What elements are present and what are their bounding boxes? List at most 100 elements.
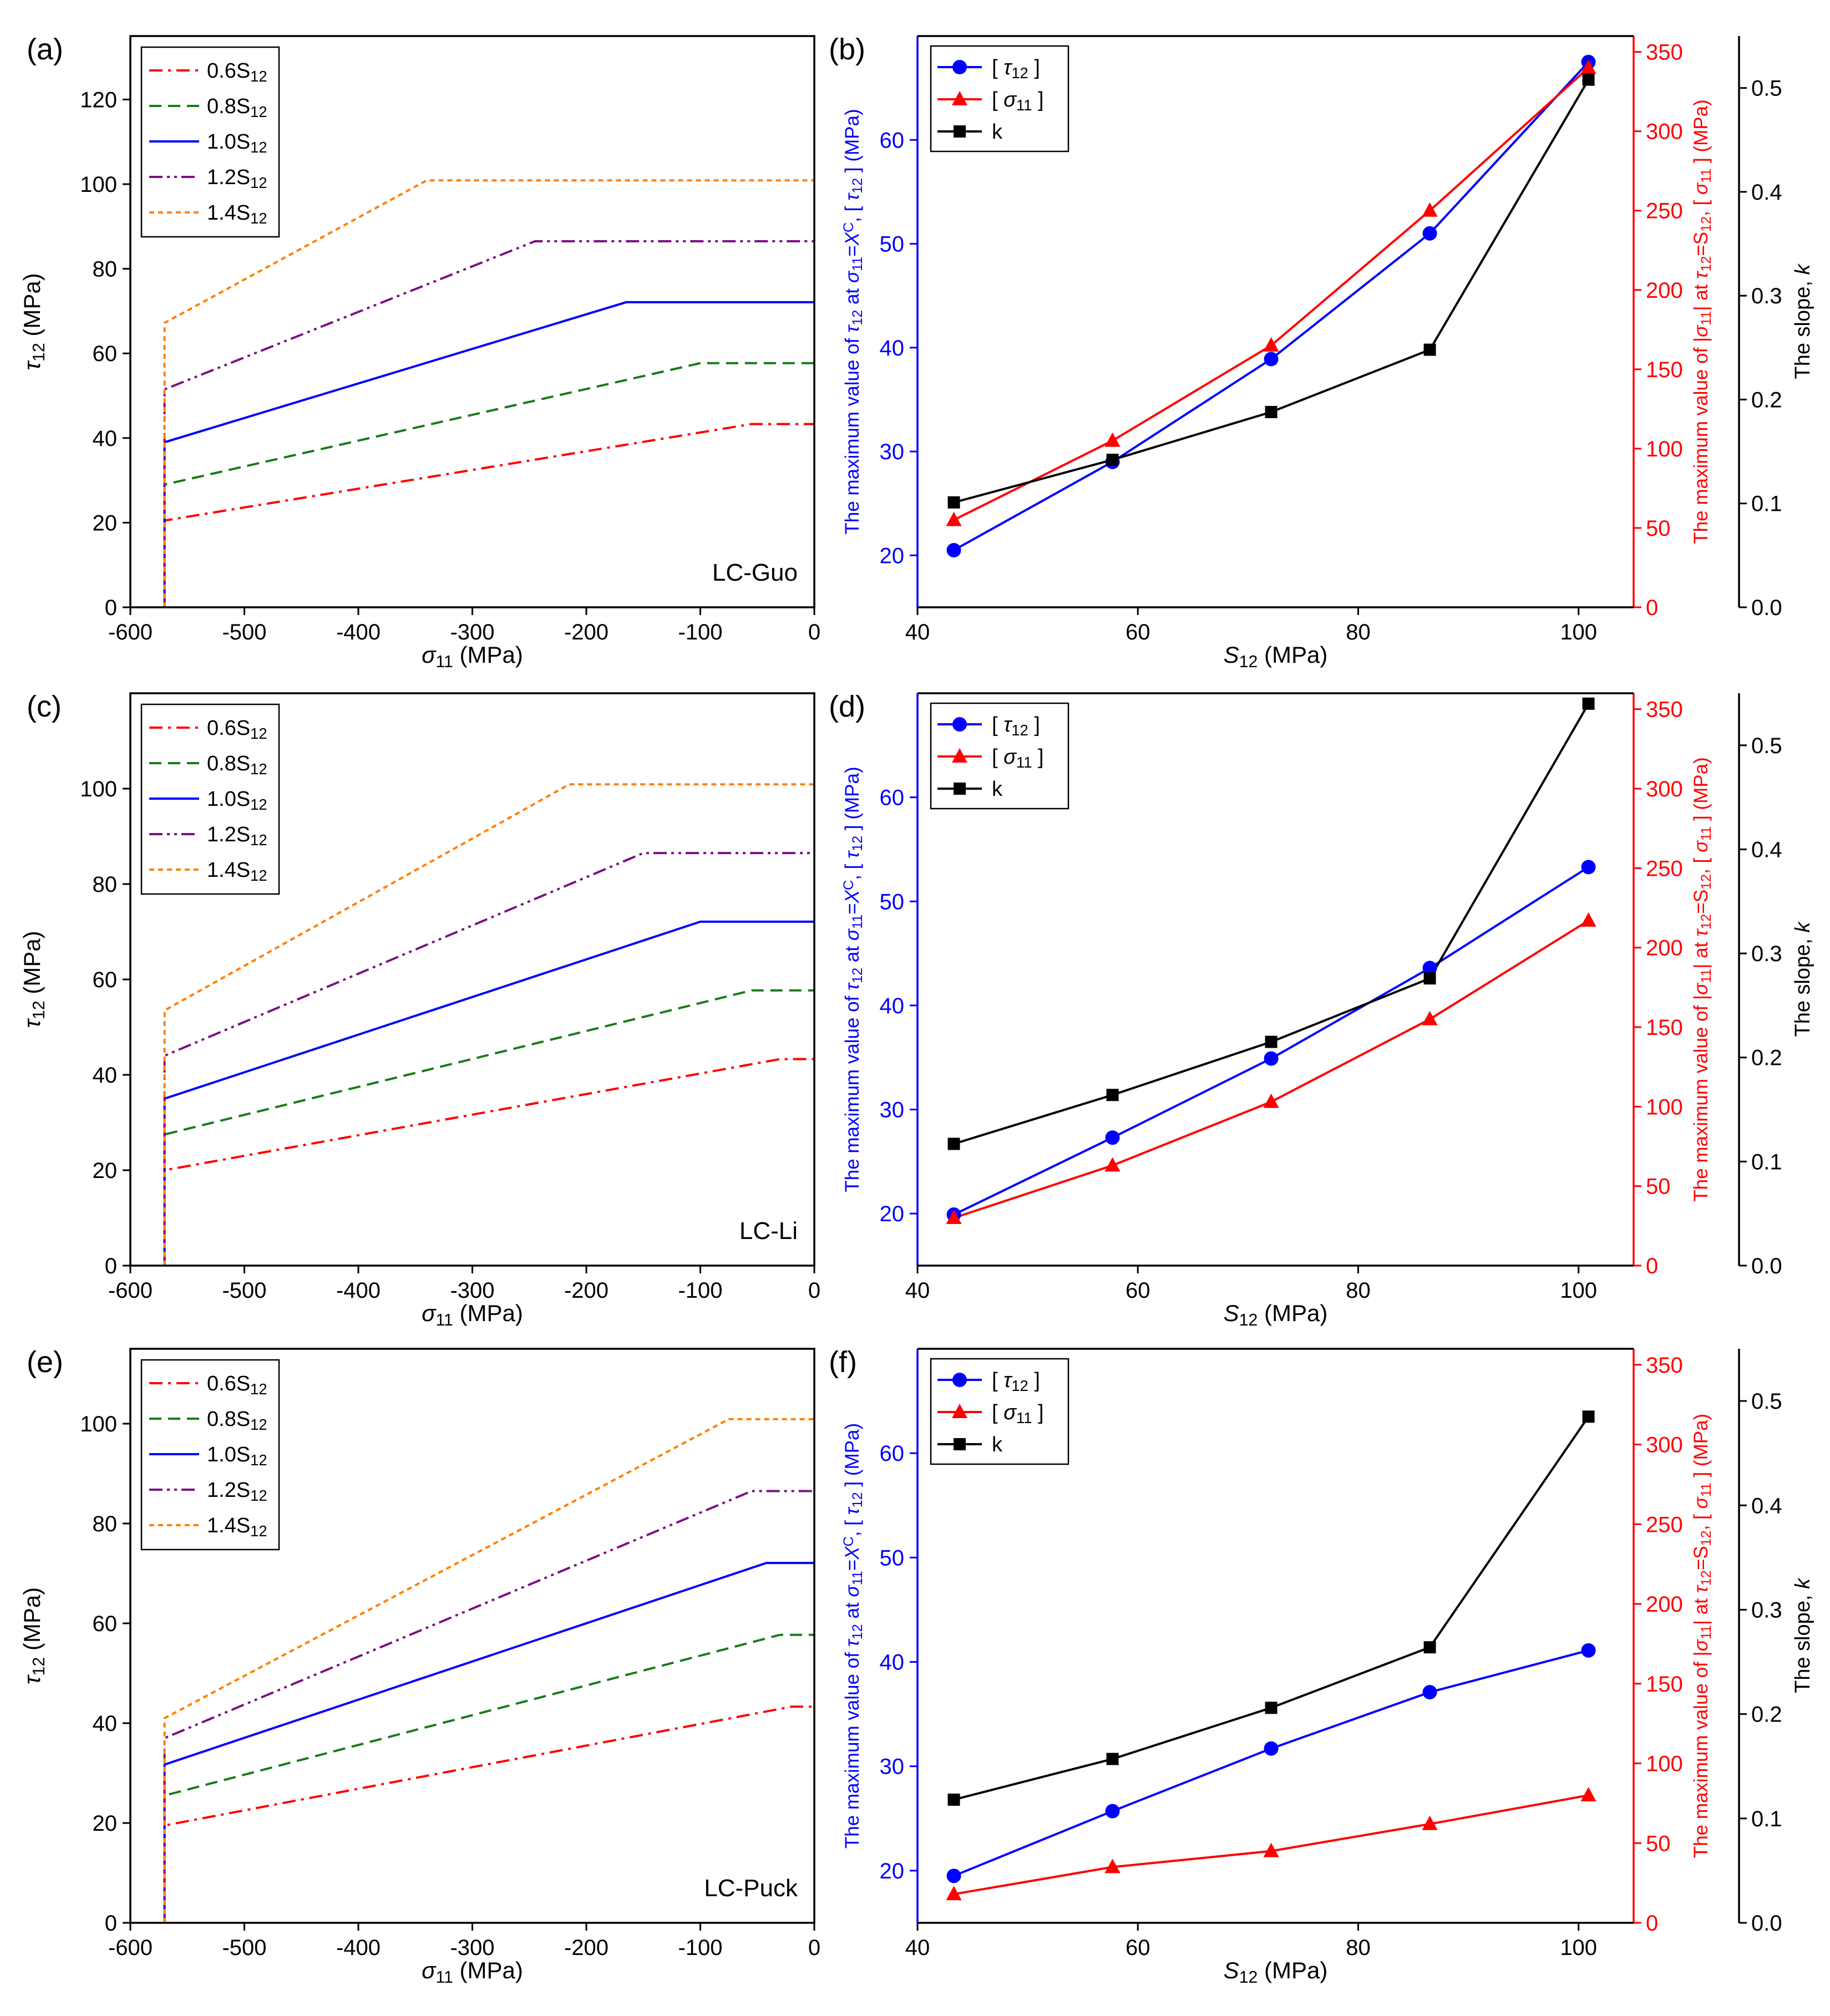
x-tick-label: 60 bbox=[1126, 1936, 1150, 1960]
series-line-1.2S12 bbox=[163, 852, 814, 1266]
right-tick-label: 300 bbox=[1646, 120, 1683, 144]
left-tick-label: 30 bbox=[880, 1755, 905, 1779]
data-point bbox=[947, 1138, 960, 1150]
far-tick-label: 0.5 bbox=[1751, 77, 1782, 101]
y-tick-label: 40 bbox=[93, 1712, 118, 1736]
left-tick-label: 40 bbox=[880, 336, 905, 360]
far-tick-label: 0.2 bbox=[1751, 388, 1782, 412]
series-line-0.8S12 bbox=[163, 989, 814, 1266]
far-tick-label: 0.3 bbox=[1751, 942, 1782, 966]
left-tick-label: 60 bbox=[880, 128, 905, 153]
y-axis-title: τ12 (MPa) bbox=[19, 273, 48, 370]
legend-entry: 0.6S12 bbox=[207, 717, 267, 742]
left-tick-label: 40 bbox=[880, 1651, 905, 1675]
x-tick-label: 40 bbox=[905, 620, 930, 644]
x-tick-label: -200 bbox=[564, 620, 609, 644]
x-tick-label: 80 bbox=[1346, 1936, 1371, 1960]
far-tick-label: 0.0 bbox=[1751, 1254, 1782, 1278]
legend-entry: 0.6S12 bbox=[207, 59, 267, 85]
right-tick-label: 50 bbox=[1646, 1175, 1671, 1199]
data-point bbox=[1423, 343, 1436, 356]
right-tick-label: 150 bbox=[1646, 1672, 1683, 1697]
far-tick-label: 0.4 bbox=[1751, 180, 1782, 205]
legend-entry: 1.0S12 bbox=[207, 788, 267, 813]
y-tick-label: 60 bbox=[93, 968, 118, 992]
left-tick-label: 30 bbox=[880, 440, 905, 464]
legend-entry: 0.8S12 bbox=[207, 1408, 267, 1433]
model-annotation: LC-Puck bbox=[704, 1875, 798, 1902]
data-point bbox=[946, 511, 962, 526]
left-tick-label: 60 bbox=[880, 1441, 905, 1466]
left-tick-label: 50 bbox=[880, 890, 905, 914]
legend-entry: [ σ11 ] bbox=[992, 1401, 1044, 1426]
data-point bbox=[954, 783, 966, 795]
data-point bbox=[946, 1210, 962, 1224]
panel-label: (a) bbox=[27, 33, 63, 66]
legend-entry: [ σ11 ] bbox=[992, 88, 1044, 114]
x-axis-title: S12 (MPa) bbox=[1224, 1957, 1328, 1987]
right-tick-label: 100 bbox=[1646, 1752, 1683, 1776]
data-point bbox=[1263, 1842, 1279, 1857]
far-tick-label: 0.5 bbox=[1751, 1389, 1782, 1414]
right-axis-title: The maximum value of |σ11| at τ12=S12, [… bbox=[1690, 99, 1714, 544]
x-tick-label: 0 bbox=[808, 1936, 820, 1960]
x-tick-label: -300 bbox=[450, 1278, 494, 1303]
legend-box bbox=[140, 1359, 280, 1551]
legend-entry: [ τ12 ] bbox=[992, 56, 1040, 82]
right-tick-label: 250 bbox=[1646, 199, 1683, 224]
x-tick-label: -500 bbox=[222, 620, 266, 644]
x-tick-label: 0 bbox=[808, 620, 820, 644]
y-tick-label: 120 bbox=[80, 88, 117, 112]
far-tick-label: 0.1 bbox=[1751, 1150, 1782, 1174]
data-point bbox=[946, 1868, 961, 1883]
data-point bbox=[1105, 1130, 1120, 1145]
left-axis-title: The maximum value of τ12 at σ11=XC, [ τ1… bbox=[841, 1423, 865, 1849]
data-point bbox=[1423, 972, 1436, 985]
right-tick-label: 100 bbox=[1646, 1095, 1683, 1119]
y-tick-label: 20 bbox=[93, 1811, 118, 1836]
model-annotation: LC-Li bbox=[739, 1217, 798, 1245]
x-tick-label: -400 bbox=[336, 1936, 381, 1960]
left-tick-label: 40 bbox=[880, 994, 905, 1018]
panel-label: (d) bbox=[829, 690, 865, 723]
series-line-1.0S12 bbox=[163, 1562, 814, 1923]
x-tick-label: -100 bbox=[678, 1936, 722, 1960]
y-tick-label: 100 bbox=[80, 172, 117, 197]
right-tick-label: 0 bbox=[1646, 1911, 1658, 1936]
data-point bbox=[952, 60, 967, 74]
series-line-[σ11] bbox=[953, 920, 1589, 1219]
data-point bbox=[1104, 1157, 1121, 1172]
right-tick-label: 350 bbox=[1646, 1353, 1683, 1378]
x-axis-title: S12 (MPa) bbox=[1224, 642, 1328, 671]
data-point bbox=[1264, 352, 1279, 367]
panel-b: 40 60 80 100 20 30 40 50 60 0 50 100 150 200 250 300 350… bbox=[829, 33, 1814, 671]
x-tick-label: -400 bbox=[336, 620, 381, 644]
y-tick-label: 100 bbox=[80, 777, 117, 801]
plot-frame bbox=[129, 692, 815, 1267]
right-tick-label: 200 bbox=[1646, 936, 1683, 961]
x-tick-label: 40 bbox=[905, 1936, 930, 1960]
panel-a: -600 -500 -400 -300 -200 -100 0 0 20 40 60 80 100 120… bbox=[19, 33, 820, 671]
y-tick-label: 80 bbox=[93, 257, 118, 282]
x-tick-label: -200 bbox=[564, 1278, 609, 1303]
series-line-0.6S12 bbox=[163, 423, 814, 607]
x-axis-title: σ11 (MPa) bbox=[422, 1300, 523, 1329]
y-tick-label: 80 bbox=[93, 1512, 118, 1536]
right-tick-label: 150 bbox=[1646, 358, 1683, 382]
far-tick-label: 0.3 bbox=[1751, 284, 1782, 308]
data-point bbox=[1104, 432, 1121, 447]
far-tick-label: 0.2 bbox=[1751, 1046, 1782, 1070]
data-point bbox=[1106, 1753, 1119, 1765]
far-tick-label: 0.0 bbox=[1751, 1911, 1782, 1936]
plot-frame bbox=[129, 35, 815, 608]
far-tick-label: 0.1 bbox=[1751, 1807, 1782, 1831]
data-point bbox=[947, 1793, 960, 1806]
series-line-1.2S12 bbox=[163, 240, 814, 607]
y-tick-label: 40 bbox=[93, 426, 118, 451]
y-axis-title: τ12 (MPa) bbox=[19, 931, 48, 1028]
x-tick-label: 60 bbox=[1126, 620, 1150, 644]
legend-entry: 0.8S12 bbox=[207, 752, 267, 778]
data-point bbox=[1265, 405, 1278, 418]
left-tick-label: 60 bbox=[880, 786, 905, 810]
